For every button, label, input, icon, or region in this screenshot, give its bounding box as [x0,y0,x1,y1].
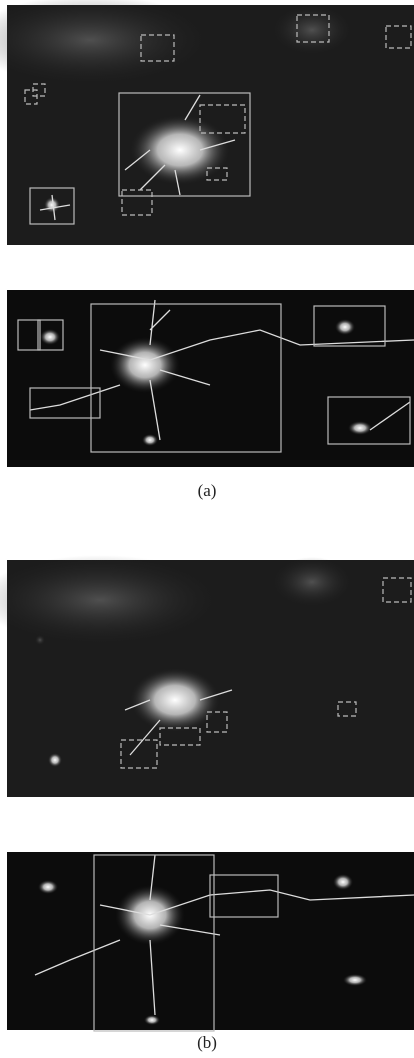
night-light-image [7,852,414,1031]
night-light-image [0,0,414,245]
night-light-image [0,555,414,797]
night-light-image [7,290,414,467]
panel-label: (a) [198,481,217,500]
figure: (a) (b) [0,0,414,1058]
panel-label: (b) [197,1033,217,1052]
